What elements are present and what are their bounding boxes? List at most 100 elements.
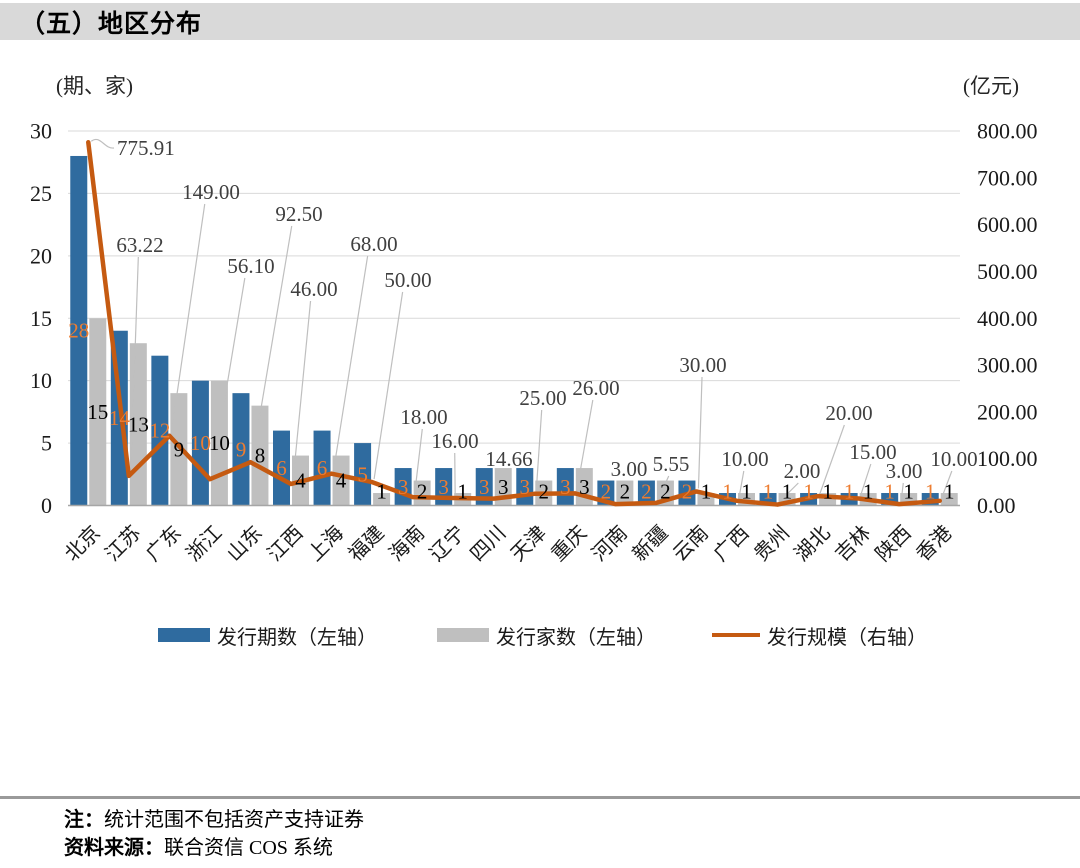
- svg-text:10.00: 10.00: [930, 447, 977, 471]
- note-prefix: 注：: [64, 809, 104, 831]
- svg-text:1: 1: [803, 480, 814, 504]
- svg-text:香港: 香港: [912, 521, 957, 566]
- gray-bar-swatch-icon: [437, 628, 489, 642]
- svg-text:3: 3: [479, 475, 490, 499]
- svg-text:江苏: 江苏: [101, 521, 146, 566]
- svg-text:广西: 广西: [709, 521, 754, 566]
- svg-text:北京: 北京: [60, 521, 105, 566]
- note-text: 统计范围不包括资产支持证券: [104, 809, 364, 831]
- callout-labels: 775.91 63.22 149.00 56.10 92.50 46.00 68.00 50.…: [116, 136, 977, 483]
- svg-text:福建: 福建: [344, 521, 389, 566]
- svg-text:3.00: 3.00: [886, 459, 923, 483]
- svg-text:9: 9: [236, 437, 247, 461]
- legend-label: 发行规模（右轴）: [767, 626, 927, 649]
- right-axis-ticks: 800.00 700.00 600.00 500.00 400.00 300.00 200.…: [977, 119, 1038, 519]
- legend-item-issue-scale: 发行规模（右轴）: [712, 622, 927, 649]
- section-title: （五）地区分布: [20, 10, 203, 38]
- svg-text:新疆: 新疆: [628, 521, 673, 566]
- svg-text:30: 30: [30, 119, 52, 144]
- svg-text:1: 1: [822, 480, 833, 504]
- chart-legend: 发行期数（左轴） 发行家数（左轴） 发行规模（右轴）: [0, 622, 1080, 649]
- svg-text:1: 1: [376, 480, 387, 504]
- x-axis-labels: 北京江苏广东浙江山东江西上海福建海南辽宁四川天津重庆河南新疆云南广西贵州湖北吉林…: [60, 521, 956, 566]
- svg-text:2: 2: [641, 480, 652, 504]
- svg-text:13: 13: [128, 412, 149, 436]
- svg-text:20.00: 20.00: [825, 401, 872, 425]
- svg-text:16.00: 16.00: [431, 429, 478, 453]
- svg-text:15: 15: [30, 306, 52, 331]
- svg-text:600.00: 600.00: [977, 212, 1038, 237]
- svg-text:4: 4: [295, 469, 306, 493]
- svg-text:0.00: 0.00: [977, 493, 1016, 518]
- source-line: 资料来源：联合资信 COS 系统: [64, 834, 364, 862]
- svg-text:1: 1: [701, 480, 712, 504]
- note-line: 注：统计范围不包括资产支持证券: [64, 806, 364, 834]
- svg-text:1: 1: [844, 480, 855, 504]
- right-axis-unit-label: (亿元): [963, 74, 1019, 98]
- svg-text:2: 2: [417, 480, 428, 504]
- legend-label: 发行期数（左轴）: [217, 626, 377, 649]
- svg-text:4: 4: [336, 469, 347, 493]
- svg-text:河南: 河南: [587, 521, 632, 566]
- svg-text:10: 10: [30, 368, 52, 393]
- svg-text:1: 1: [925, 480, 936, 504]
- svg-text:辽宁: 辽宁: [425, 521, 470, 566]
- footer-notes: 注：统计范围不包括资产支持证券 资料来源：联合资信 COS 系统: [64, 806, 364, 862]
- svg-text:重庆: 重庆: [547, 521, 592, 566]
- svg-text:2: 2: [601, 480, 612, 504]
- svg-text:800.00: 800.00: [977, 119, 1038, 144]
- svg-text:18.00: 18.00: [400, 405, 447, 429]
- svg-text:92.50: 92.50: [275, 202, 322, 226]
- svg-text:湖北: 湖北: [790, 521, 835, 566]
- svg-text:上海: 上海: [304, 521, 349, 566]
- svg-text:14: 14: [109, 406, 131, 430]
- svg-text:15: 15: [87, 400, 108, 424]
- svg-text:25: 25: [30, 181, 52, 206]
- svg-text:3: 3: [438, 475, 449, 499]
- svg-text:1: 1: [903, 480, 914, 504]
- svg-text:8: 8: [255, 444, 266, 468]
- svg-text:3.00: 3.00: [611, 457, 648, 481]
- svg-text:吉林: 吉林: [831, 521, 876, 566]
- svg-text:10.00: 10.00: [721, 447, 768, 471]
- svg-text:1: 1: [944, 480, 955, 504]
- svg-text:68.00: 68.00: [350, 232, 397, 256]
- svg-text:四川: 四川: [466, 522, 510, 566]
- svg-text:15.00: 15.00: [849, 440, 896, 464]
- svg-text:3: 3: [560, 475, 571, 499]
- svg-text:天津: 天津: [506, 521, 551, 566]
- svg-text:28: 28: [68, 319, 89, 343]
- svg-text:50.00: 50.00: [384, 268, 431, 292]
- footer-divider-line: [0, 796, 1080, 799]
- svg-text:1: 1: [763, 480, 774, 504]
- svg-text:江西: 江西: [263, 521, 308, 566]
- svg-text:2: 2: [682, 480, 693, 504]
- svg-text:200.00: 200.00: [977, 399, 1038, 424]
- left-axis-ticks: 30 25 20 15 10 5 0: [30, 119, 52, 519]
- legend-label: 发行家数（左轴）: [496, 626, 656, 649]
- svg-text:浙江: 浙江: [182, 521, 227, 566]
- svg-text:300.00: 300.00: [977, 353, 1038, 378]
- svg-text:1: 1: [884, 480, 895, 504]
- svg-text:1: 1: [863, 480, 874, 504]
- svg-text:3: 3: [520, 475, 531, 499]
- svg-text:46.00: 46.00: [290, 277, 337, 301]
- svg-text:3: 3: [498, 475, 509, 499]
- svg-text:56.10: 56.10: [227, 254, 274, 278]
- svg-text:25.00: 25.00: [519, 386, 566, 410]
- source-text: 联合资信 COS 系统: [164, 837, 333, 859]
- svg-text:400.00: 400.00: [977, 306, 1038, 331]
- svg-text:云南: 云南: [668, 521, 713, 566]
- svg-text:5: 5: [357, 462, 368, 486]
- svg-text:26.00: 26.00: [572, 376, 619, 400]
- svg-text:30.00: 30.00: [679, 353, 726, 377]
- svg-text:5: 5: [41, 431, 52, 456]
- svg-text:2: 2: [620, 480, 631, 504]
- svg-text:12: 12: [149, 419, 170, 443]
- svg-text:贵州: 贵州: [750, 521, 795, 566]
- svg-text:陕西: 陕西: [871, 521, 916, 566]
- svg-text:5.55: 5.55: [653, 452, 690, 476]
- svg-text:63.22: 63.22: [116, 233, 163, 257]
- legend-item-issuer-count: 发行家数（左轴）: [437, 622, 656, 649]
